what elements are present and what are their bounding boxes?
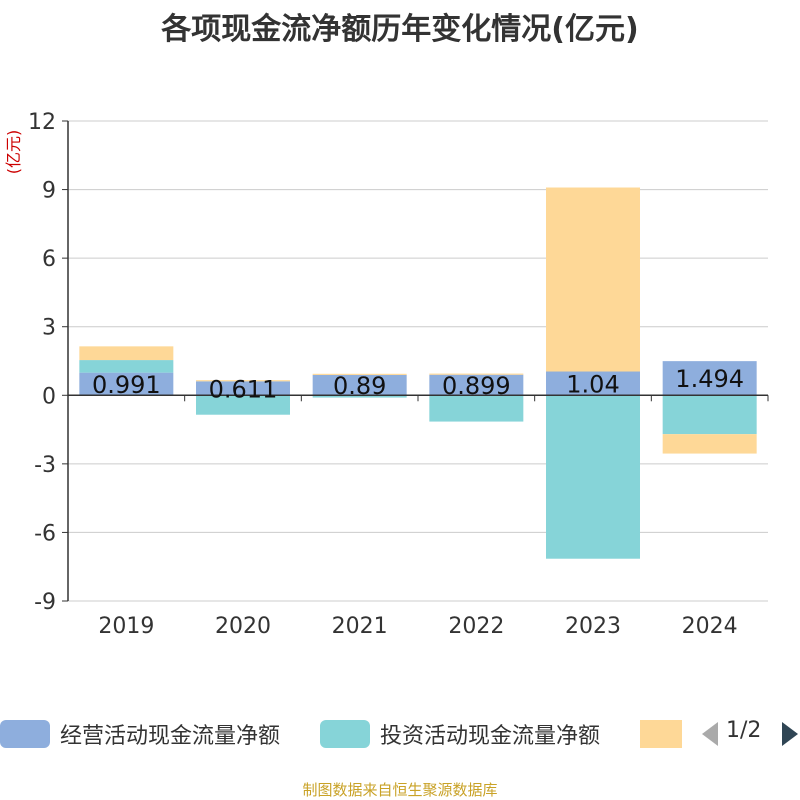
bar-investing-2021[interactable]	[312, 395, 407, 398]
bar-operating-2024[interactable]	[662, 361, 757, 396]
x-tick-label: 2023	[565, 614, 621, 639]
x-tick-label: 2019	[98, 614, 154, 639]
bar-operating-2020[interactable]	[196, 381, 290, 396]
bar-operating-2022[interactable]	[429, 374, 524, 396]
x-tick-label: 2024	[682, 614, 738, 639]
bar-investing-2023[interactable]	[546, 395, 640, 559]
bar-investing-2019[interactable]	[79, 360, 174, 373]
legend-swatch-investing	[320, 720, 370, 748]
data-label: 0.991	[92, 371, 161, 399]
legend-swatch-operating	[0, 720, 50, 748]
legend: 经营活动现金流量净额 投资活动现金流量净额 1/2	[0, 714, 800, 754]
x-tick-label: 2022	[448, 614, 504, 639]
y-tick-label: -9	[34, 590, 56, 615]
chart-title: 各项现金流净额历年变化情况(亿元)	[161, 12, 639, 47]
legend-swatch-financing	[640, 720, 682, 748]
y-tick-label: 9	[42, 179, 56, 204]
y-tick-label: -3	[34, 453, 56, 478]
bar-operating-2021[interactable]	[312, 374, 407, 396]
label-layer: 0.991 0.611 0.89 0.899 1.04 1.494	[92, 365, 744, 403]
bar-operating-2023[interactable]	[546, 371, 640, 396]
bar-layer	[79, 187, 757, 559]
data-label: 0.899	[442, 372, 511, 400]
bar-financing-2019[interactable]	[79, 346, 174, 361]
prev-page-icon[interactable]	[700, 714, 722, 754]
x-tick-label: 2020	[215, 614, 271, 639]
data-source-note: 制图数据来自恒生聚源数据库	[302, 781, 498, 799]
y-tick-label: 12	[28, 110, 56, 135]
bar-investing-2020[interactable]	[196, 395, 290, 415]
y-tick-label: 3	[42, 316, 56, 341]
y-tick-label: 0	[42, 384, 56, 409]
bar-financing-2024[interactable]	[662, 434, 757, 454]
chart-area: 12 9 6 3 0 -3 -6 -9 2019 2020 2021 2022 2023 2024 0.9…	[28, 110, 769, 639]
data-label: 0.611	[209, 375, 278, 403]
x-tick-label: 2021	[332, 614, 388, 639]
data-label: 0.89	[333, 372, 386, 400]
data-label: 1.494	[675, 365, 744, 393]
y-tick-label: 6	[42, 247, 56, 272]
legend-pager: 1/2	[700, 714, 800, 754]
grid-layer	[68, 120, 768, 602]
y-tick-label: -6	[34, 521, 56, 546]
bar-investing-2022[interactable]	[429, 395, 524, 422]
bar-financing-2022[interactable]	[429, 373, 524, 375]
bar-financing-2023[interactable]	[546, 187, 640, 372]
bar-financing-2021[interactable]	[312, 373, 407, 375]
axis-layer: 12 9 6 3 0 -3 -6 -9 2019 2020 2021 2022 2023 2024	[28, 110, 769, 639]
bar-investing-2024[interactable]	[662, 395, 757, 435]
bar-financing-2020[interactable]	[196, 380, 290, 382]
bar-operating-2019[interactable]	[79, 372, 174, 396]
legend-label-operating: 经营活动现金流量净额	[60, 724, 281, 749]
legend-page-indicator: 1/2	[726, 718, 762, 743]
legend-label-investing: 投资活动现金流量净额	[380, 724, 601, 749]
next-page-icon[interactable]	[778, 714, 800, 754]
data-label: 1.04	[566, 370, 619, 398]
